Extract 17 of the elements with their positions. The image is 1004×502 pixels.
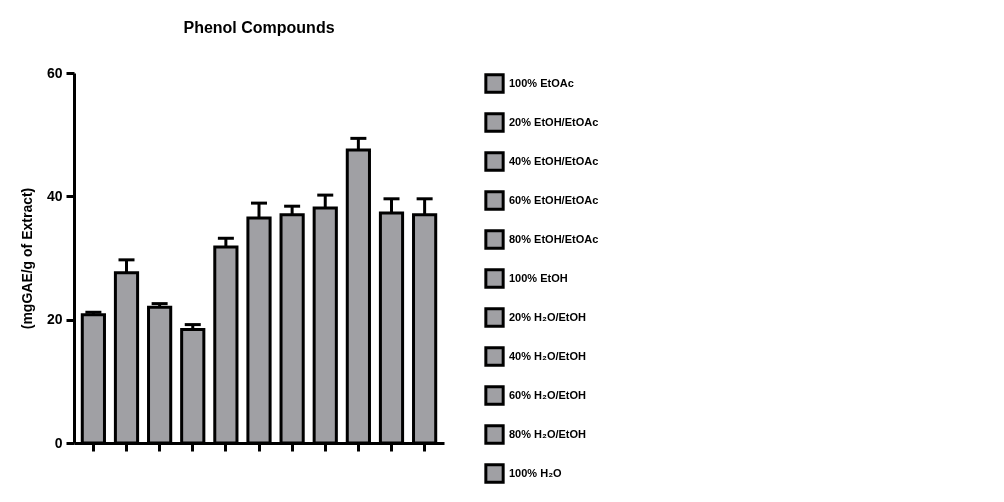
legend-label: 40% H₂O/EtOH xyxy=(509,349,587,362)
y-tick-label: 40 xyxy=(46,187,63,204)
legend-label: 80% H₂O/EtOH xyxy=(509,427,587,440)
legend-label: 40% EtOH/EtOAc xyxy=(509,154,599,167)
legend-label: 80% EtOH/EtOAc xyxy=(509,232,599,245)
y-tick-label: 0 xyxy=(54,434,63,451)
legend-label: 100% H₂O xyxy=(509,466,563,479)
legend-label: 20% EtOH/EtOAc xyxy=(509,115,599,128)
legend-label: 60% H₂O/EtOH xyxy=(509,388,587,401)
chart-title: Phenol Compounds xyxy=(183,19,335,36)
y-tick-label: 60 xyxy=(46,64,63,81)
legend-label: 20% H₂O/EtOH xyxy=(509,310,587,323)
legend-label: 100% EtOH xyxy=(509,271,568,284)
y-axis-title: (mgGAE/g of Extract) xyxy=(18,187,35,330)
legend-label: 100% EtOAc xyxy=(509,76,574,89)
legend-label: 60% EtOH/EtOAc xyxy=(509,193,599,206)
y-tick-label: 20 xyxy=(46,311,63,328)
